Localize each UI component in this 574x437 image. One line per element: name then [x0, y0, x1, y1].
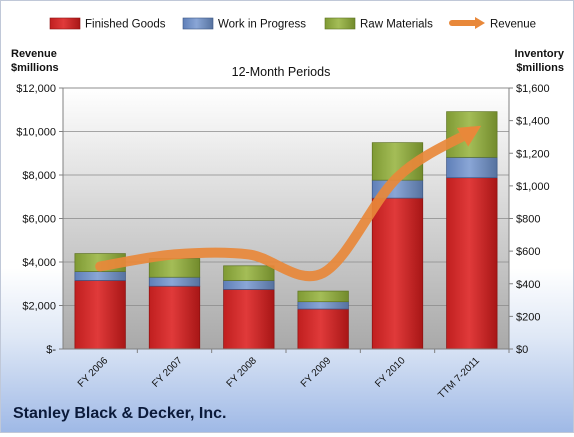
chart-subtitle: 12-Month Periods [232, 65, 331, 79]
x-axis-tick-label: FY 2007 [150, 355, 185, 390]
bar-finished-goods [372, 198, 423, 349]
right-axis-tick-label: $1,400 [516, 116, 550, 128]
x-axis-tick-label: FY 2009 [299, 355, 334, 390]
legend-item-raw-materials: Raw Materials [325, 18, 433, 31]
right-axis-tick-label: $1,000 [516, 181, 550, 193]
bar-work-in-progress [447, 157, 498, 177]
left-axis-tick-label: $2,000 [22, 301, 56, 313]
bar-finished-goods [298, 309, 349, 349]
legend-item-work-in-progress: Work in Progress [183, 18, 306, 31]
legend-label-finished-goods: Finished Goods [85, 19, 166, 31]
bar-work-in-progress [149, 277, 200, 286]
legend-item-finished-goods: Finished Goods [50, 18, 166, 31]
bar-finished-goods [149, 286, 200, 349]
legend-arrowhead-revenue [475, 17, 485, 29]
right-axis-tick-label: $200 [516, 311, 540, 323]
left-axis-title-line1: Revenue [11, 48, 57, 60]
right-axis-tick-label: $1,600 [516, 83, 550, 95]
bar-work-in-progress [224, 280, 275, 289]
right-axis-tick-label: $0 [516, 344, 528, 356]
bar-finished-goods [447, 178, 498, 349]
x-axis-tick-label: FY 2006 [76, 355, 111, 390]
left-axis-tick-label: $- [46, 344, 56, 356]
left-axis-tick-label: $6,000 [22, 214, 56, 226]
bar-finished-goods [224, 289, 275, 349]
right-axis-tick-label: $400 [516, 279, 540, 291]
left-axis-title-line2: $millions [11, 62, 59, 74]
right-axis-tick-label: $1,200 [516, 148, 550, 160]
legend: Finished Goods Work in Progress Raw Mate… [50, 17, 536, 31]
legend-label-raw-materials: Raw Materials [360, 19, 433, 31]
legend-swatch-finished-goods [50, 18, 80, 29]
left-axis-tick-label: $4,000 [22, 257, 56, 269]
legend-label-revenue: Revenue [490, 19, 536, 31]
legend-label-work-in-progress: Work in Progress [218, 19, 306, 31]
right-axis-tick-label: $600 [516, 246, 540, 258]
right-axis-tick-label: $800 [516, 214, 540, 226]
bar-work-in-progress [75, 272, 126, 281]
company-name: Stanley Black & Decker, Inc. [13, 405, 226, 423]
x-axis-tick-label: FY 2010 [373, 355, 408, 390]
right-axis-title-line2: $millions [516, 62, 564, 74]
legend-swatch-work-in-progress [183, 18, 213, 29]
x-axis-tick-label: FY 2008 [225, 355, 260, 390]
left-axis-tick-label: $12,000 [16, 83, 56, 95]
legend-swatch-raw-materials [325, 18, 355, 29]
bar-finished-goods [75, 280, 126, 349]
bar-raw-materials [298, 291, 349, 302]
bar-work-in-progress [298, 302, 349, 309]
bar-raw-materials [224, 266, 275, 281]
legend-item-revenue: Revenue [452, 17, 536, 31]
x-axis-tick-label: TTM 7-2011 [436, 355, 482, 401]
left-axis-tick-label: $10,000 [16, 127, 56, 139]
left-axis-tick-label: $8,000 [22, 170, 56, 182]
right-axis-title-line1: Inventory [514, 48, 564, 60]
